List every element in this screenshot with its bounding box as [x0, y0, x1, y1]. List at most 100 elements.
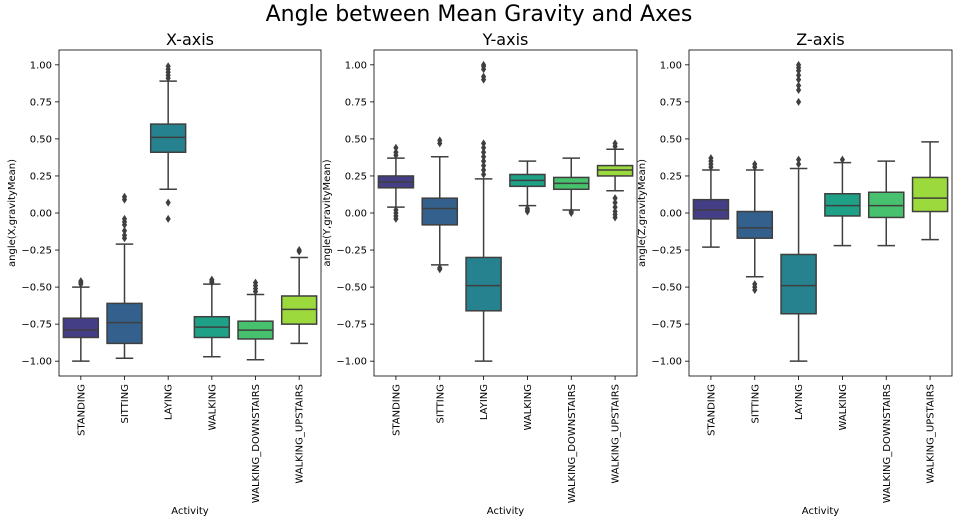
box-standing	[62, 277, 100, 362]
outlier-point	[795, 60, 802, 69]
figure-title: Angle between Mean Gravity and Axes	[265, 2, 693, 27]
y-tick-label: 0.50	[30, 134, 52, 145]
outlier-point	[393, 143, 399, 152]
box-sitting	[736, 160, 774, 295]
chart-title: X-axis	[166, 30, 214, 49]
outlier-point	[480, 152, 487, 161]
outlier-point	[795, 71, 802, 80]
box-walking	[824, 155, 861, 247]
y-tick-label: −0.25	[651, 246, 682, 257]
y-tick-label: −0.75	[651, 320, 682, 331]
y-tick-label: 0.75	[30, 97, 52, 108]
y-axis-label: angle(Z,gravityMean)	[637, 159, 648, 267]
y-tick-label: −0.50	[336, 283, 367, 294]
outlier-point	[795, 81, 802, 90]
x-tick-label: WALKING_UPSTAIRS	[926, 384, 937, 484]
x-tick-label: SITTING	[750, 384, 761, 424]
box-body	[421, 197, 459, 226]
outlier-point	[165, 62, 171, 71]
outlier-point	[480, 60, 487, 69]
plot-frame	[688, 49, 953, 377]
y-tick-label: −0.75	[21, 320, 52, 331]
y-axis-label: angle(Y,gravityMean)	[322, 159, 333, 266]
outlier-point	[839, 155, 846, 164]
x-tick-label: STANDING	[706, 384, 717, 436]
y-tick-label: −1.00	[21, 357, 52, 368]
outlier-point	[480, 166, 487, 175]
outlier-point	[795, 97, 802, 106]
outlier-point	[480, 143, 487, 152]
y-tick-label: 1.00	[30, 60, 52, 71]
x-tick-label: STANDING	[76, 384, 87, 436]
box-walking-downstairs	[552, 157, 590, 217]
box-body	[911, 176, 949, 213]
x-tick-label: WALKING	[838, 384, 849, 431]
y-tick-label: −0.50	[651, 283, 682, 294]
y-tick-label: 0.00	[660, 209, 682, 220]
box-laying	[149, 62, 187, 223]
box-sitting	[421, 136, 459, 274]
plot-frame	[58, 49, 322, 377]
outlier-point	[480, 170, 487, 179]
outlier-point	[121, 231, 128, 240]
outlier-point	[121, 214, 128, 223]
y-tick-label: −0.75	[336, 320, 367, 331]
x-tick-label: WALKING_UPSTAIRS	[611, 384, 622, 484]
plot-frame	[373, 49, 638, 377]
y-tick-label: 1.00	[660, 60, 682, 71]
x-tick-label: LAYING	[479, 384, 490, 420]
outlier-point	[612, 213, 618, 222]
outlier-point	[612, 194, 618, 203]
outlier-point	[121, 226, 128, 235]
outlier-point	[480, 139, 487, 148]
x-tick-label: WALKING	[523, 384, 534, 431]
outlier-point	[480, 148, 487, 157]
y-tick-label: 0.25	[345, 171, 367, 182]
box-body	[465, 256, 502, 312]
x-tick-label: WALKING	[207, 384, 218, 431]
outlier-point	[752, 286, 758, 295]
y-tick-label: −1.00	[651, 357, 682, 368]
y-tick-label: 0.00	[30, 209, 52, 220]
chart-3: Z-axis 1.00 0.75 0.50 0.25 0.00 −0.25 −0.50 −0.7…	[637, 30, 953, 517]
outlier-point	[165, 214, 171, 223]
outlier-point	[795, 86, 802, 95]
outlier-point	[165, 198, 171, 207]
outlier-point	[121, 192, 128, 201]
outlier-point	[795, 160, 802, 169]
outlier-point	[393, 214, 399, 223]
outlier-point	[393, 148, 399, 157]
outlier-point	[612, 139, 618, 148]
box-walking-downstairs	[237, 278, 274, 361]
x-tick-label: SITTING	[435, 384, 446, 424]
box-sitting	[106, 192, 143, 359]
y-tick-label: −0.50	[21, 283, 52, 294]
box-walking-upstairs	[280, 246, 318, 345]
outlier-point	[480, 157, 487, 166]
box-laying	[780, 60, 817, 362]
y-tick-label: 0.25	[660, 171, 682, 182]
outlier-point	[752, 160, 758, 169]
x-axis-label: Activity	[487, 506, 524, 517]
chart-2: Y-axis 1.00 0.75 0.50 0.25 0.00 −0.25 −0.50 −0.7…	[322, 30, 638, 517]
outlier-point	[296, 247, 302, 256]
outlier-point	[795, 155, 802, 164]
box-walking-downstairs	[867, 160, 905, 247]
box-walking-upstairs	[911, 141, 949, 241]
box-walking	[193, 275, 231, 358]
y-tick-label: −1.00	[336, 357, 367, 368]
outlier-point	[524, 207, 531, 216]
box-body	[736, 210, 774, 239]
x-tick-label: WALKING_UPSTAIRS	[295, 384, 306, 484]
box-walking-upstairs	[596, 139, 634, 222]
x-tick-label: STANDING	[391, 384, 402, 436]
y-tick-label: −0.25	[21, 246, 52, 257]
x-tick-label: WALKING_DOWNSTAIRS	[882, 384, 893, 503]
box-standing	[692, 154, 730, 248]
x-tick-label: LAYING	[164, 384, 175, 420]
box-walking	[509, 160, 546, 216]
y-tick-label: −0.25	[336, 246, 367, 257]
y-tick-label: 0.50	[660, 134, 682, 145]
outlier-point	[612, 198, 618, 207]
